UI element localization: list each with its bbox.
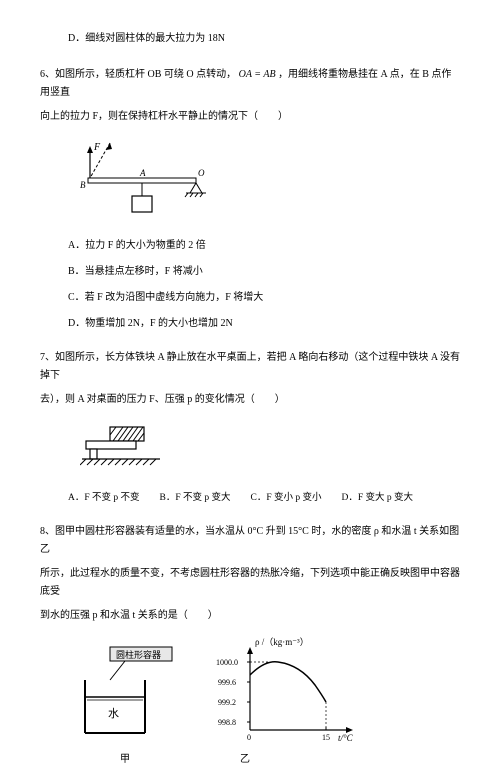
- q6-label-o: O: [198, 168, 205, 178]
- q8-xtick-0: 0: [247, 733, 251, 742]
- q6-stem1: 6、如图所示，轻质杠杆 OB 可绕 O 点转动，: [40, 69, 236, 80]
- q8-captions: 甲 乙: [40, 751, 460, 769]
- q8-ytick-0: 1000.0: [216, 658, 238, 667]
- q8-container-label: 圆柱形容器: [116, 649, 161, 660]
- q8-caption-b: 乙: [240, 751, 250, 769]
- q8-ytick-2: 999.2: [218, 698, 236, 707]
- q7-option-a: A．F 不变 p 不变: [68, 490, 140, 507]
- q8-chart-xlabel: t/°C: [338, 733, 354, 743]
- q7-option-d: D．F 变大 p 变大: [342, 490, 414, 507]
- q7-option-c: C．F 变小 p 变小: [251, 490, 322, 507]
- q6-option-d: D．物重增加 2N，F 的大小也增加 2N: [40, 315, 460, 333]
- q6-label-f: F: [93, 142, 101, 153]
- q7-options: A．F 不变 p 不变 B．F 不变 p 变大 C．F 变小 p 变小 D．F …: [40, 490, 460, 507]
- q8-caption-a: 甲: [120, 751, 130, 769]
- q5-option-d: D．细线对圆柱体的最大拉力为 18N: [40, 30, 460, 48]
- q6-option-a: A．拉力 F 的大小为物重的 2 倍: [40, 237, 460, 255]
- q8-figures: 圆柱形容器 水 ρ /（kg·m⁻³） 1000.0 999.6 999.2 9…: [70, 635, 460, 745]
- q5-optd-text: D．细线对圆柱体的最大拉力为 18N: [68, 33, 225, 44]
- q7-figure: [80, 421, 460, 478]
- q7-option-b: B．F 不变 p 变大: [160, 490, 231, 507]
- q8-stem1: 8、图甲中圆柱形容器装有适量的水，当水温从 0°C 升到 15°C 时，水的密度…: [40, 523, 460, 559]
- q6-label-b: B: [80, 180, 86, 190]
- q6-figure: F A O B: [80, 138, 460, 225]
- q6-formula: OA = AB: [239, 69, 276, 80]
- q8-water-label: 水: [108, 707, 119, 720]
- q6-stem: 6、如图所示，轻质杠杆 OB 可绕 O 点转动， OA = AB ，用细线将重物…: [40, 66, 460, 102]
- q8-chart: ρ /（kg·m⁻³） 1000.0 999.6 999.2 998.8 0 1…: [210, 635, 360, 745]
- q6-label-a: A: [139, 168, 146, 178]
- q8-stem2: 所示，此过程水的质量不变，不考虑圆柱形容器的热胀冷缩，下列选项中能正确反映图甲中…: [40, 565, 460, 601]
- q6-stem3: 向上的拉力 F，则在保持杠杆水平静止的情况下（ ）: [40, 111, 288, 122]
- q8-ytick-3: 998.8: [218, 718, 236, 727]
- q8-stem3: 到水的压强 p 和水温 t 关系的是（ ）: [40, 607, 460, 625]
- q7-stem1: 7、如图所示，长方体铁块 A 静止放在水平桌面上，若把 A 略向右移动（这个过程…: [40, 349, 460, 385]
- q7-stem2: 去），则 A 对桌面的压力 F、压强 p 的变化情况（ ）: [40, 391, 460, 409]
- q6-option-c: C．若 F 改为沿图中虚线方向施力，F 将增大: [40, 289, 460, 307]
- q8-chart-ylabel: ρ /（kg·m⁻³）: [255, 637, 309, 647]
- q6-stem-line2: 向上的拉力 F，则在保持杠杆水平静止的情况下（ ）: [40, 108, 460, 126]
- q8-xtick-1: 15: [322, 733, 330, 742]
- q8-container-figure: 圆柱形容器 水: [70, 645, 180, 745]
- q6-option-b: B．当悬挂点左移时，F 将减小: [40, 263, 460, 281]
- q8-ytick-1: 999.6: [218, 678, 236, 687]
